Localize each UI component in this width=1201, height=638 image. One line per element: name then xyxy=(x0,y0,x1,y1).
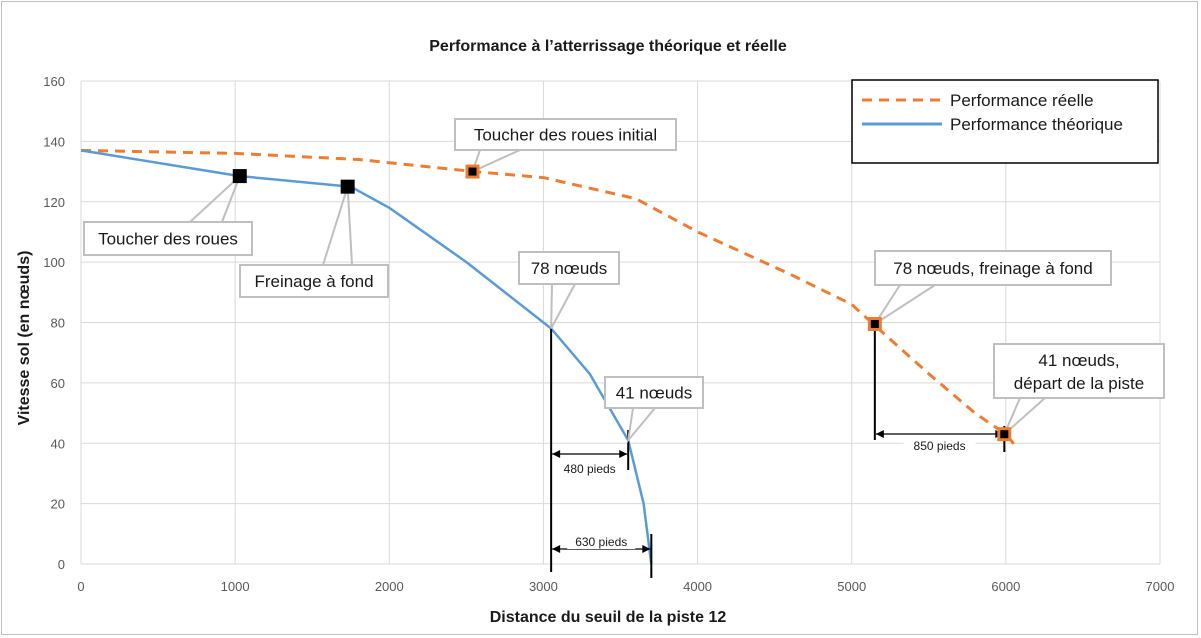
marker-point-core xyxy=(1000,430,1009,439)
x-axis-label: Distance du seuil de la piste 12 xyxy=(490,609,727,626)
y-tick-label: 60 xyxy=(51,376,65,391)
legend: Performance réelle Performance théorique xyxy=(851,79,1159,164)
callout-freinage-a-fond-leader xyxy=(322,186,353,266)
callout-78-noeuds-reelle-text: 78 nœuds, freinage à fond xyxy=(893,259,1092,278)
dimension-630-arrow-left xyxy=(552,545,561,553)
callout-41-noeuds-reelle-text-2: départ de la piste xyxy=(1014,374,1144,393)
dimension-group: 480 pieds 630 pieds 850 pieds xyxy=(550,324,1006,578)
annotation-group: Toucher des roues Freinage à fond Toucher … xyxy=(83,118,1165,444)
callout-toucher-initial-box xyxy=(454,118,677,151)
legend-box xyxy=(851,79,1159,164)
callout-toucher-des-roues-leader xyxy=(189,175,241,223)
y-tick-label: 100 xyxy=(43,255,65,270)
marker-point xyxy=(232,169,247,184)
dimension-850-arrow-left xyxy=(875,430,884,438)
series-line-theorique xyxy=(80,149,653,565)
callout-toucher-des-roues-text: Toucher des roues xyxy=(98,230,238,249)
callout-41-noeuds-theorique-leader xyxy=(626,407,656,444)
marker-point-core xyxy=(870,320,879,329)
x-tick-label: 6000 xyxy=(991,579,1020,594)
x-tick-label: 5000 xyxy=(837,579,866,594)
callout-41-noeuds-reelle-box xyxy=(993,343,1165,399)
y-tick-label: 0 xyxy=(58,557,65,572)
callout-toucher-initial-text: Toucher des roues initial xyxy=(474,126,657,145)
y-tick-label: 140 xyxy=(43,134,65,149)
x-tick-label: 7000 xyxy=(1146,579,1175,594)
series-group xyxy=(80,148,1020,565)
x-tick-label: 3000 xyxy=(529,579,558,594)
y-tick-label: 20 xyxy=(51,497,65,512)
chart-title: Performance à l’atterrissage théorique e… xyxy=(429,38,787,55)
callout-78-noeuds-reelle-leader xyxy=(873,284,936,325)
dimension-630-arrow-right xyxy=(642,545,651,553)
x-tick-label: 1000 xyxy=(221,579,250,594)
callout-78-noeuds-theorique-leader xyxy=(550,283,576,330)
y-tick-label: 160 xyxy=(43,74,65,89)
series-line-reelle xyxy=(80,148,1020,451)
dimension-850-label-bg xyxy=(903,438,976,454)
callout-78-noeuds-theorique-box xyxy=(518,251,620,285)
dimension-630-label: 630 pieds xyxy=(575,535,627,549)
dimension-480-label: 480 pieds xyxy=(564,462,616,476)
y-tick-label: 40 xyxy=(51,436,65,451)
dimension-850-label: 850 pieds xyxy=(914,439,966,453)
callout-78-noeuds-theorique-text: 78 nœuds xyxy=(531,259,608,278)
legend-label-reelle: Performance réelle xyxy=(950,91,1094,110)
x-tick-label: 4000 xyxy=(683,579,712,594)
callout-toucher-initial-leader xyxy=(470,149,521,174)
dimension-480-label-bg xyxy=(555,460,625,477)
callout-41-noeuds-reelle-text-1: 41 nœuds, xyxy=(1038,351,1119,370)
callout-freinage-a-fond-text: Freinage à fond xyxy=(254,272,373,291)
y-tick-label: 120 xyxy=(43,195,65,210)
legend-label-theorique: Performance théorique xyxy=(950,115,1123,134)
axes: 0 1000 2000 3000 4000 5000 6000 7000 0 20 40 60 80 10… xyxy=(43,74,1174,594)
callout-41-noeuds-theorique-text: 41 nœuds xyxy=(616,384,693,403)
y-tick-label: 80 xyxy=(51,316,65,331)
dimension-630-label-bg xyxy=(567,534,636,549)
callout-78-noeuds-reelle-box xyxy=(874,250,1112,286)
marker-point xyxy=(340,179,355,194)
callout-41-noeuds-theorique-box xyxy=(604,376,704,409)
callout-toucher-des-roues-box xyxy=(83,221,253,256)
dimension-480-arrow-left xyxy=(552,450,561,458)
x-tick-label: 2000 xyxy=(375,579,404,594)
dimension-480-arrow-right xyxy=(619,450,628,458)
marker-point-core xyxy=(468,167,477,176)
y-axis-label: Vitesse sol (en nœuds) xyxy=(16,251,33,426)
x-tick-label: 0 xyxy=(77,579,84,594)
marker-group xyxy=(232,164,1012,442)
callout-freinage-a-fond-box xyxy=(239,264,389,298)
